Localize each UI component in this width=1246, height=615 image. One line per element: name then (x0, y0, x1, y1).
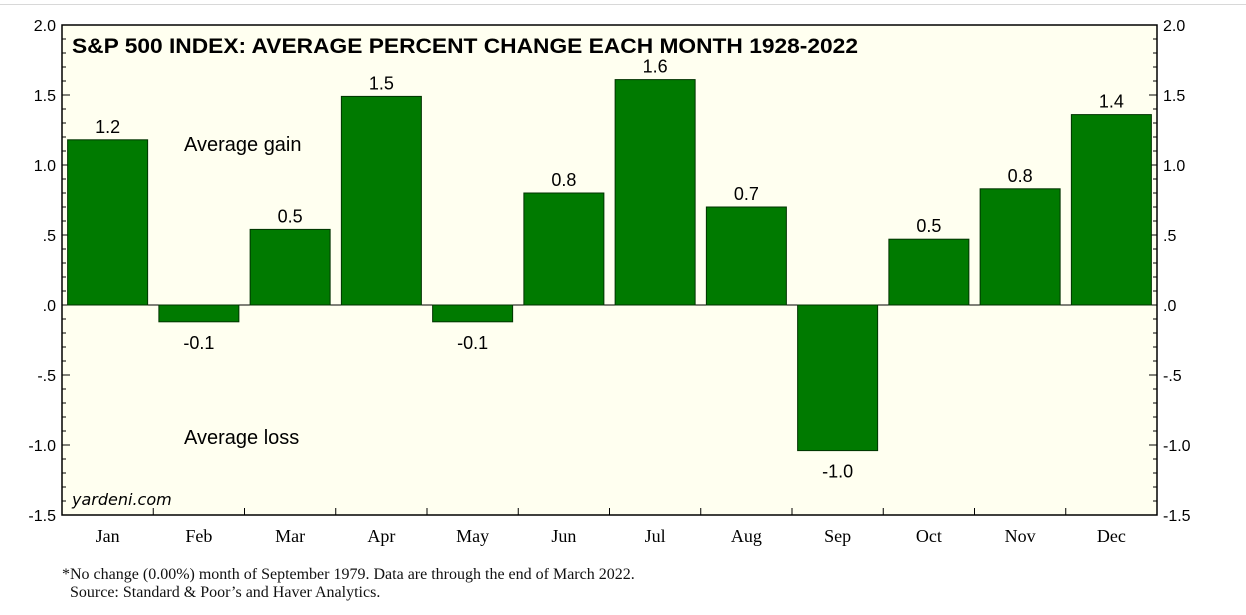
bar (705, 206, 787, 306)
y-tick-label-left: 1.0 (34, 158, 56, 175)
x-tick-label: Oct (916, 526, 942, 546)
data-label: 1.4 (1099, 92, 1124, 112)
x-tick-label: Jan (96, 526, 120, 546)
bar-chart: 2.0 2.0 1.5 1.5 1.0 1.0 .5 .5 .0 .0 -.5 -.5 -1.0 -1.0… (28, 18, 1190, 546)
x-tick-label: Feb (185, 526, 212, 546)
x-tick-label: May (456, 526, 489, 546)
y-tick-label-left: -.5 (37, 368, 56, 385)
average-gain-annotation: Average gain (184, 134, 302, 156)
axis-ticks: 2.0 2.0 1.5 1.5 1.0 1.0 .5 .5 .0 .0 -.5 -.5 -1.0 -1.0… (28, 18, 1190, 546)
footnote-source: Source: Standard & Poor’s and Haver Anal… (70, 584, 381, 601)
data-label: 1.2 (95, 117, 120, 137)
x-tick-label: Mar (275, 526, 305, 546)
y-tick-label-left: 2.0 (34, 18, 56, 35)
data-label: 0.8 (551, 170, 576, 190)
y-tick-label-right: .0 (1163, 298, 1176, 315)
y-tick-label-left: -1.5 (28, 508, 56, 525)
bar (158, 304, 240, 323)
x-tick-label: Aug (731, 526, 762, 546)
y-tick-label-right: 1.5 (1163, 88, 1185, 105)
x-tick-label: Jun (551, 526, 576, 546)
y-tick-label-right: -1.5 (1163, 508, 1191, 525)
data-label: 0.5 (916, 216, 941, 236)
y-tick-label-left: .5 (43, 228, 56, 245)
chart-title: S&P 500 INDEX: AVERAGE PERCENT CHANGE EA… (72, 35, 858, 58)
bar (249, 228, 331, 306)
y-tick-label-right: .5 (1163, 228, 1176, 245)
bar (979, 188, 1061, 306)
brand-watermark: yardeni.com (71, 490, 172, 509)
bar (523, 192, 605, 306)
bar (888, 238, 970, 306)
top-rule (0, 4, 1246, 5)
y-tick-label-right: 1.0 (1163, 158, 1185, 175)
y-tick-label-left: -1.0 (28, 438, 56, 455)
bars (67, 79, 1152, 452)
y-tick-label-right: -.5 (1163, 368, 1182, 385)
data-label: 1.5 (369, 73, 394, 93)
data-label: -1.0 (822, 462, 853, 482)
x-tick-label: Jul (645, 526, 666, 546)
x-tick-label: Dec (1097, 526, 1126, 546)
data-label: 0.5 (278, 206, 303, 226)
average-loss-annotation: Average loss (184, 427, 299, 449)
x-tick-label: Nov (1005, 526, 1036, 546)
data-label: 0.7 (734, 184, 759, 204)
data-labels: 1.2 -0.1 0.5 1.5 -0.1 0.8 1.6 0.7 -1.0 0.5 0.8 1.4 (95, 57, 1124, 482)
bar (340, 95, 422, 306)
y-tick-label-left: 1.5 (34, 88, 56, 105)
x-tick-label: Apr (367, 526, 395, 546)
y-tick-label-left: .0 (43, 298, 56, 315)
plot-background (61, 24, 1158, 516)
bar (797, 304, 879, 452)
bar (614, 79, 696, 306)
data-label: 1.6 (643, 57, 668, 77)
bar (67, 139, 149, 306)
y-tick-label-right: -1.0 (1163, 438, 1191, 455)
x-tick-label: Sep (824, 526, 851, 546)
data-label: -0.1 (183, 333, 214, 353)
footnote-note: *No change (0.00%) month of September 19… (62, 566, 635, 583)
data-label: 0.8 (1008, 166, 1033, 186)
data-label: -0.1 (457, 333, 488, 353)
bar (1070, 114, 1152, 306)
y-tick-label-right: 2.0 (1163, 18, 1185, 35)
bar (432, 304, 514, 323)
